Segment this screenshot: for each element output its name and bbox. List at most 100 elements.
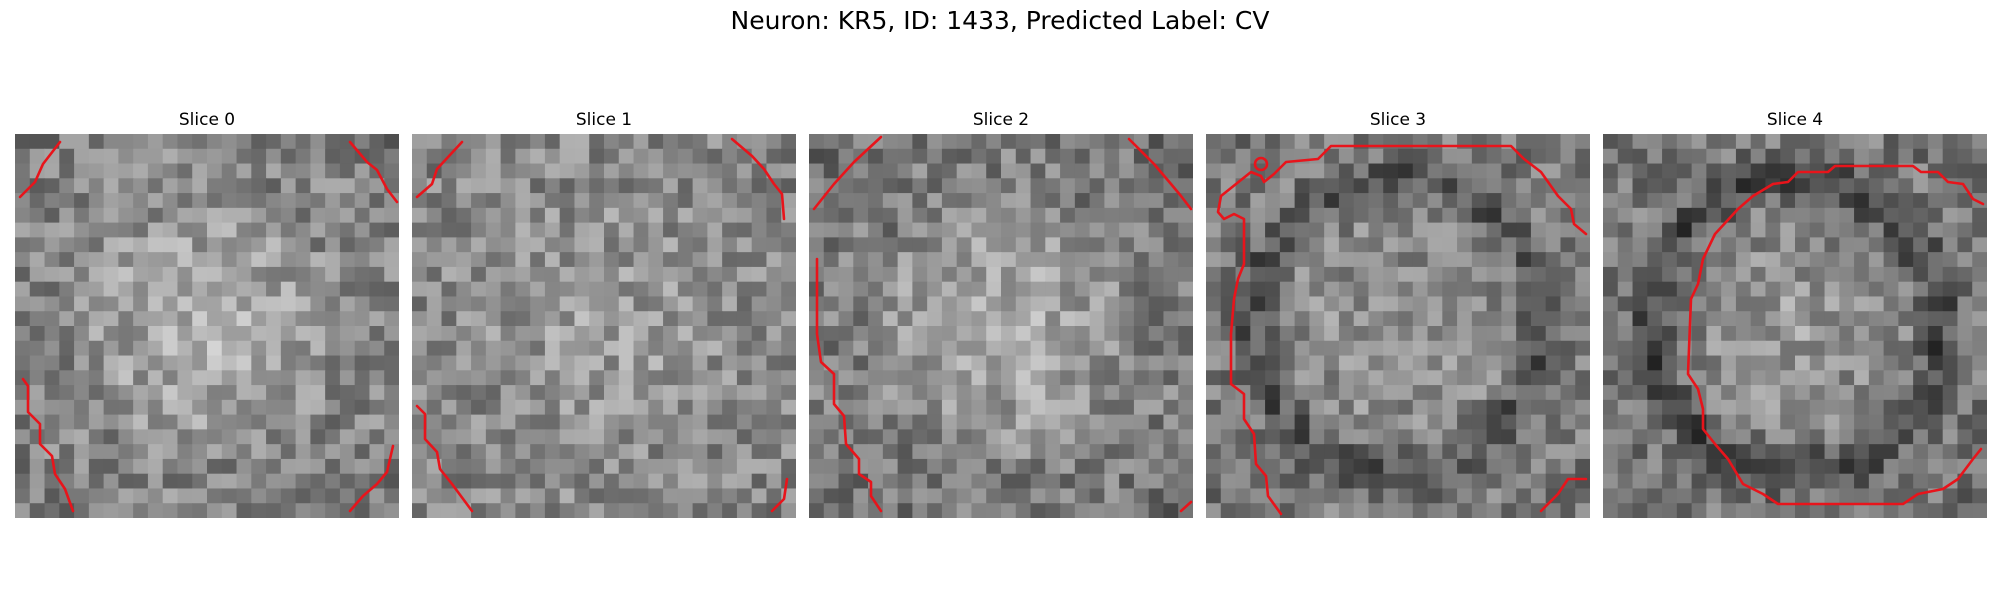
pixel [1942, 281, 1959, 298]
pixel [1647, 281, 1663, 298]
pixel [1383, 266, 1399, 283]
pixel [1839, 503, 1855, 518]
pixel [1662, 252, 1678, 268]
pixel [192, 134, 208, 150]
pixel [354, 222, 371, 238]
pixel [412, 311, 428, 327]
pixel [1398, 148, 1414, 165]
pixel [1353, 163, 1370, 179]
pixel [1647, 237, 1663, 253]
pixel [838, 326, 854, 342]
pixel [1545, 148, 1562, 165]
pixel [310, 385, 326, 401]
pixel [1178, 503, 1193, 518]
pixel [471, 340, 487, 357]
pixel [1324, 207, 1340, 224]
pixel [280, 473, 297, 490]
pixel [1353, 148, 1370, 165]
pixel [1178, 237, 1193, 253]
pixel [838, 193, 854, 209]
pixel [280, 326, 297, 342]
pixel [1398, 458, 1414, 475]
pixel [426, 399, 443, 416]
pixel [692, 311, 708, 327]
pixel [1854, 252, 1870, 268]
pixel [1632, 355, 1648, 371]
pixel [1824, 193, 1840, 209]
pixel [1471, 385, 1488, 401]
pixel [589, 340, 605, 357]
pixel [118, 444, 134, 460]
pixel [59, 311, 75, 327]
pixel [59, 148, 75, 165]
pixel [1486, 281, 1502, 298]
pixel [44, 429, 60, 445]
pixel [118, 429, 134, 445]
pixel [941, 473, 958, 490]
pixel [325, 488, 341, 504]
pixel [1560, 163, 1576, 179]
pixel [1765, 399, 1781, 416]
pixel [103, 488, 119, 504]
pixel [15, 355, 31, 371]
pixel [1735, 281, 1752, 298]
pixel [1279, 458, 1296, 475]
pixel [207, 444, 223, 460]
pixel [912, 311, 928, 327]
pixel [971, 178, 987, 194]
pixel [971, 163, 987, 179]
pixel [412, 444, 428, 460]
pixel [897, 340, 913, 357]
pixel [1398, 370, 1414, 386]
pixel [648, 429, 664, 445]
pixel [1530, 326, 1547, 342]
pixel [1516, 355, 1532, 371]
pixel [1913, 207, 1929, 224]
pixel [1089, 296, 1105, 312]
pixel [441, 222, 457, 238]
pixel [692, 473, 708, 490]
pixel [1338, 281, 1355, 298]
pixel [1854, 340, 1870, 357]
pixel [441, 488, 457, 504]
pixel [1178, 163, 1193, 179]
pixel [310, 222, 326, 238]
pixel [192, 252, 208, 268]
pixel [325, 296, 341, 312]
pixel [1220, 148, 1237, 165]
pixel [1883, 473, 1899, 490]
pixel [1368, 340, 1384, 357]
pixel [1030, 488, 1046, 504]
pixel [781, 429, 796, 445]
pixel [74, 340, 90, 357]
pixel [1516, 399, 1532, 416]
pixel [162, 429, 179, 445]
pixel [1883, 163, 1899, 179]
pixel [692, 193, 708, 209]
pixel [1691, 237, 1707, 253]
pixel [1265, 281, 1281, 298]
pixel [1133, 207, 1150, 224]
pixel [1235, 473, 1251, 490]
pixel [1839, 311, 1855, 327]
pixel [663, 178, 679, 194]
pixel [1471, 222, 1488, 238]
pixel [471, 458, 487, 475]
pixel [1045, 222, 1061, 238]
pixel [44, 193, 60, 209]
pixel [118, 193, 134, 209]
pixel [1662, 473, 1678, 490]
pixel [1545, 473, 1562, 490]
pixel [941, 266, 958, 283]
pixel [1412, 414, 1429, 430]
pixel [1206, 414, 1222, 430]
pixel [589, 385, 605, 401]
pixel [823, 222, 840, 238]
pixel [147, 311, 164, 327]
pixel [44, 340, 60, 357]
pixel [1133, 355, 1150, 371]
pixel [1632, 458, 1648, 475]
pixel [103, 326, 119, 342]
pixel [1780, 222, 1796, 238]
pixel [1442, 473, 1458, 490]
